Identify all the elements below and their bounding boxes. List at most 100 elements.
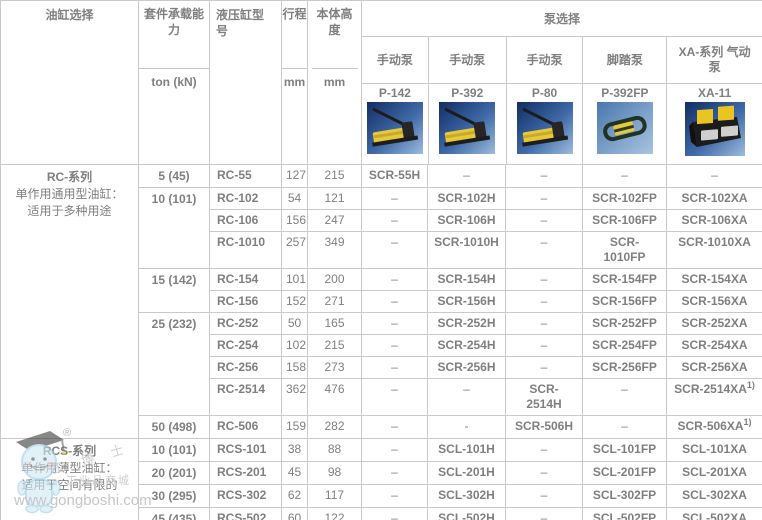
pump-kit-cell: SCL-201XA (665, 461, 762, 485)
pump-kit-cell: SCR-254FP (582, 334, 667, 357)
pump-kit-cell: SCR-106XA (665, 209, 762, 232)
table-row: RC-2514 362 476– – SCR-2514H – SCR-2514XA1) (1, 378, 762, 416)
pump-kit-cell: – (505, 334, 583, 357)
stroke-cell: 62 (281, 484, 308, 508)
pump-kit-cell: – (505, 209, 583, 232)
pump-model-cell: P-142 (363, 84, 428, 164)
stroke-cell: 45 (281, 461, 308, 485)
pump-kit-cell: SCR-1010H (427, 231, 506, 269)
pump-kit-cell: SCR-156FP (582, 290, 667, 313)
pump-kit-cell: – (361, 268, 428, 291)
pump-kit-cell: – (505, 484, 583, 508)
cylinder-model-cell: RCS-101 (209, 438, 282, 462)
pump-model-label: XA-11 (697, 86, 732, 100)
body-height-cell: 88 (307, 438, 362, 462)
cylinder-model-cell: RCS-302 (209, 484, 282, 508)
cylinder-model-cell: RC-254 (209, 334, 282, 357)
cylinder-model-cell: RCS-502 (209, 507, 282, 520)
pump-kit-cell: SCR-156XA (665, 290, 762, 313)
pump-kit-cell: – (361, 356, 428, 379)
header-row: 油缸选择 套件承载能力 ton (kN) 液压缸型号 行程 mm (0, 0, 762, 165)
header-cylinder-model-label: 液压缸型号 (216, 8, 265, 38)
header-capacity: 套件承载能力 ton (kN) (138, 0, 210, 165)
pump-kit-cell: SCR-154H (427, 268, 506, 291)
pump-kit-cell: SCL-201FP (582, 461, 667, 485)
capacity-cell: 25 (232) (138, 312, 210, 416)
pump-kit-cell: – (505, 290, 583, 313)
pump-model-cell: P-392FP (582, 84, 666, 164)
body-height-cell: 121 (307, 187, 362, 210)
pump-kit-cell: – (361, 334, 428, 357)
capacity-cell: 10 (101) (138, 438, 210, 462)
stroke-cell: 362 (281, 378, 308, 416)
pump-model-label: P-392 (451, 86, 484, 100)
pump-type-label: 手动泵 (505, 37, 583, 83)
pump-kit-cell: SCL-302FP (582, 484, 667, 508)
pump-kit-cell: – (361, 438, 428, 462)
series-name: RCS-系列 (42, 444, 97, 458)
body-height-cell: 247 (307, 209, 362, 232)
pump-kit-cell: – (665, 164, 762, 188)
header-capacity-unit: ton (kN) (151, 75, 197, 89)
header-capacity-label: 套件承载能力 (139, 2, 209, 69)
pump-kit-cell: SCL-101FP (582, 438, 667, 462)
stroke-cell: 127 (281, 164, 308, 188)
table-row: RC-256 158 273– SCR-256H – SCR-256FP SCR-256XA (1, 356, 762, 379)
table-row: 25 (232) RC-252 50 165– SCR-252H – SCR-252FP SC… (1, 312, 762, 416)
pump-kit-cell: – (361, 461, 428, 485)
pump-kit-cell: SCL-502FP (582, 507, 667, 520)
capacity-cell: 20 (201) (138, 461, 210, 485)
body-height-cell: 476 (307, 378, 362, 416)
cylinder-model-cell: RC-506 (209, 415, 282, 439)
pump-type-label: XA-系列 气动泵 (666, 37, 761, 83)
stroke-cell: 158 (281, 356, 308, 379)
table-row: RC-1010 257 349– SCR-1010H – SCR-1010FP SCR-10… (1, 231, 762, 269)
capacity-cell: 15 (142) (138, 268, 210, 313)
pump-kit-cell: – (505, 356, 583, 379)
pump-type-label: 手动泵 (427, 37, 506, 83)
table-row: 30 (295) RCS-302 62 117– SCL-302H – SCL-302FP S… (1, 484, 762, 508)
pump-kit-cell: SCR-254H (427, 334, 506, 357)
pump-model-cell: P-80 (505, 84, 583, 164)
header-stroke: 行程 mm (281, 0, 308, 165)
pump-kit-cell: – (505, 231, 583, 269)
pump-kit-cell: SCL-302XA (665, 484, 762, 508)
pump-type-row: 手动泵 手动泵 手动泵 脚踏泵 XA-系列 气动泵 (362, 37, 762, 84)
body-height-cell: 122 (307, 507, 362, 520)
pump-model-cell: XA-11 (666, 84, 761, 164)
pump-kit-cell: SCR-252XA (665, 312, 762, 335)
pump-model-label: P-392FP (601, 86, 649, 100)
cylinder-model-cell: RC-2514 (209, 378, 282, 416)
pump-kit-cell: – (582, 164, 667, 188)
pump-kit-cell: SCR-102XA (665, 187, 762, 210)
stroke-cell: 102 (281, 334, 308, 357)
hand-pump-image (439, 102, 496, 154)
stroke-cell: 60 (281, 507, 308, 520)
body-height-cell: 282 (307, 415, 362, 439)
pump-model-label: P-142 (378, 86, 411, 100)
stroke-cell: 50 (281, 312, 308, 335)
series-name: RC-系列 (46, 170, 93, 184)
pump-kit-cell: – (361, 209, 428, 232)
pump-model-row: P-142 P-392 P-80 P-392FP XA-11 (363, 84, 762, 164)
pump-kit-cell: SCR-154XA (665, 268, 762, 291)
cylinder-model-cell: RC-256 (209, 356, 282, 379)
pump-kit-cell: SCR-102H (427, 187, 506, 210)
pump-kit-cell: SCR-2514H (505, 378, 583, 416)
pump-kit-cell: – (361, 312, 428, 335)
header-cylinder-selection-label: 油缸选择 (45, 8, 94, 22)
pump-type-label: 脚踏泵 (582, 37, 666, 83)
header-stroke-unit: mm (283, 75, 306, 89)
series-description: 适用于空间有限的 (21, 478, 118, 492)
pump-kit-cell: – (361, 231, 428, 269)
series-description: 单作用薄型油缸： (21, 461, 118, 475)
body-height-cell: 98 (307, 461, 362, 485)
table-row: RC-系列 单作用通用型油缸： 适用于多种用途 5 (45) RC-55 127 215 SC… (0, 164, 762, 439)
table-row: 50 (498) RC-506 159 282– - SCR-506H – SCR-506XA… (1, 415, 762, 439)
table-row: 45 (435) RCS-502 60 122– SCL-502H – SCL-502FP S… (1, 507, 762, 520)
stroke-cell: 101 (281, 268, 308, 291)
pump-model-cell: P-392 (427, 84, 506, 164)
pump-kit-cell: SCR-256FP (582, 356, 667, 379)
hand-pump-image (366, 102, 423, 154)
pump-kit-cell: SCR-154FP (582, 268, 667, 291)
